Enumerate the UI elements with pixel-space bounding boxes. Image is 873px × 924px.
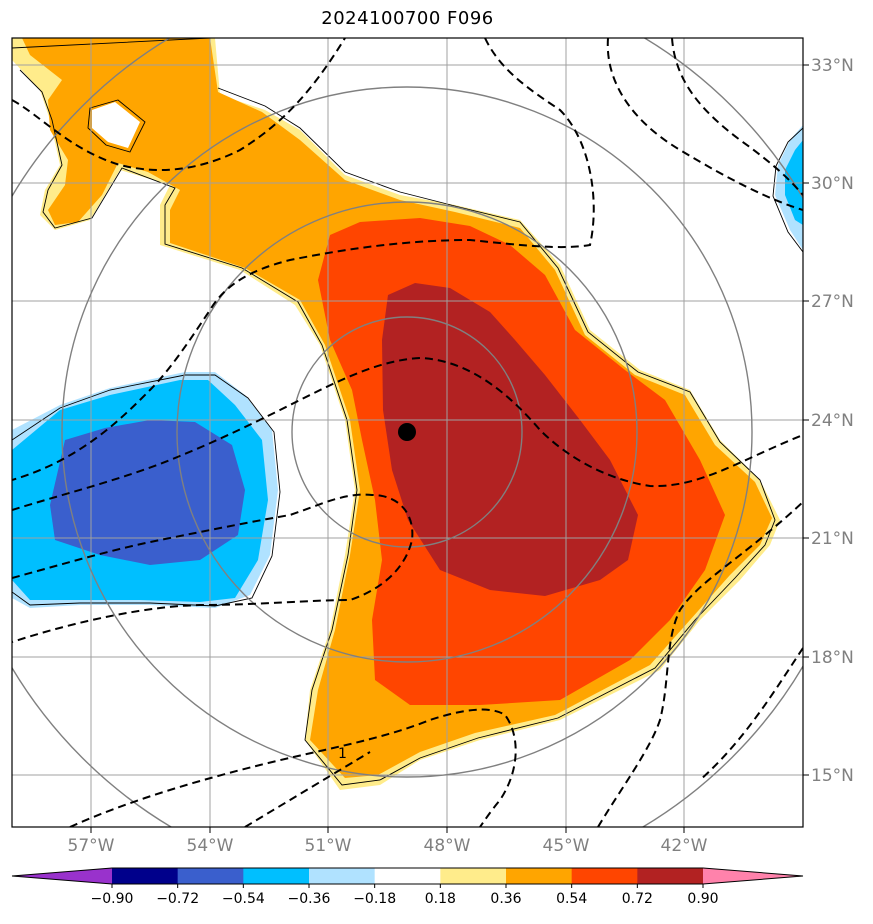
map-frame (11, 37, 804, 828)
colorbar-tick-label: 0.18 (425, 891, 456, 907)
colorbar-tick-label: 0.72 (622, 891, 653, 907)
range-rings (12, 38, 803, 827)
lat-label-15: 15°N (811, 766, 854, 786)
colorbar-tick-label: 0.54 (556, 891, 587, 907)
shade-neg-dark (50, 420, 245, 565)
lat-label-33: 33°N (811, 56, 854, 76)
colorbar-segment (112, 868, 179, 884)
colorbar-tick-label: −0.54 (222, 891, 265, 907)
dashed-contours (12, 38, 803, 827)
shade-hole (92, 102, 140, 148)
colorbar-extend-low (12, 868, 112, 884)
colorbar-segment (374, 868, 441, 884)
latitude-labels: 33°N 30°N 27°N 24°N 21°N 18°N 15°N (803, 56, 854, 786)
colorbar-segment (440, 868, 507, 884)
lat-label-30: 30°N (811, 174, 854, 194)
lon-label-48: 48°W (424, 836, 471, 856)
lat-label-27: 27°N (811, 292, 854, 312)
colorbar-tick-label: 0.90 (687, 891, 718, 907)
lat-label-21: 21°N (811, 529, 854, 549)
colorbar-tick-label: −0.36 (288, 891, 331, 907)
colorbar-tick-label: 0.36 (490, 891, 521, 907)
lon-label-51: 51°W (305, 836, 352, 856)
colorbar-segment (637, 868, 704, 884)
map-plot-area: 1 (12, 38, 803, 827)
colorbar: −0.90 −0.72 −0.54 −0.36 −0.18 0.18 0.36 0.54 0.7… (11, 867, 804, 907)
colorbar-extend-high (703, 868, 803, 884)
lat-label-24: 24°N (811, 411, 854, 431)
lon-label-54: 54°W (187, 836, 234, 856)
longitude-labels: 57°W 54°W 51°W 48°W 45°W 42°W (68, 827, 708, 856)
colorbar-segment (309, 868, 376, 884)
graticule (12, 38, 803, 827)
colorbar-tick-label: −0.18 (353, 891, 396, 907)
shade-0.72-band (382, 283, 638, 596)
lon-label-45: 45°W (543, 836, 590, 856)
storm-center-marker (398, 423, 416, 441)
contour-label: 1 (338, 746, 347, 762)
map-title: 2024100700 F096 (321, 8, 494, 29)
colorbar-segment (177, 868, 244, 884)
lat-label-18: 18°N (811, 648, 854, 668)
anomaly-outlines (12, 38, 803, 786)
colorbar-tick-label: −0.72 (156, 891, 199, 907)
colorbar-segment (243, 868, 310, 884)
colorbar-segment (571, 868, 638, 884)
colorbar-tick-label: −0.90 (91, 891, 134, 907)
lon-label-42: 42°W (661, 836, 708, 856)
lon-label-57: 57°W (68, 836, 115, 856)
colorbar-segment (506, 868, 573, 884)
